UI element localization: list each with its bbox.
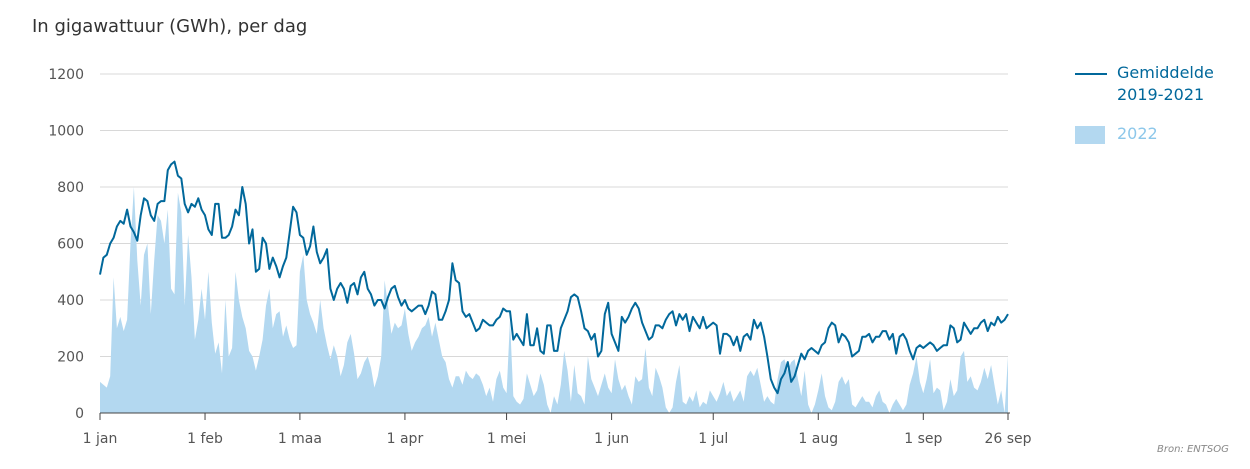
legend-label-average: Gemiddelde 2019-2021 xyxy=(1117,62,1214,106)
y-tick-label-1000: 1000 xyxy=(48,124,84,140)
series-average-line xyxy=(99,160,1009,395)
x-tick-label: 26 sep xyxy=(984,431,1031,447)
y-tick-label-0: 0 xyxy=(75,406,84,422)
legend-label-average-line2: 2019-2021 xyxy=(1117,85,1205,104)
legend-item-average: Gemiddelde 2019-2021 xyxy=(1075,62,1214,106)
legend-line-swatch xyxy=(1075,73,1107,75)
chart-subtitle: In gigawattuur (GWh), per dag xyxy=(32,16,308,37)
x-tick-label: 1 apr xyxy=(387,431,424,447)
area-2022-layer xyxy=(100,187,1008,413)
x-tick-label: 1 sep xyxy=(904,431,942,447)
y-tick-label-200: 200 xyxy=(57,350,84,366)
legend-item-2022: 2022 xyxy=(1075,124,1214,144)
y-tick-label-1200: 1200 xyxy=(48,67,84,83)
y-tick-label-400: 400 xyxy=(57,293,84,309)
x-tick-label: 1 jan xyxy=(83,431,118,447)
average-line-layer xyxy=(99,160,1009,395)
y-tick-label-800: 800 xyxy=(57,180,84,196)
x-tick-label: 1 aug xyxy=(798,431,838,447)
x-tick-label: 1 feb xyxy=(187,431,223,447)
axes: 0 200 400 600 800 1000 1200 1 jan 1 feb 1 maa 1 ap… xyxy=(48,67,1031,447)
legend-label-2022: 2022 xyxy=(1117,124,1158,143)
x-tick-label: 1 jun xyxy=(594,431,629,447)
legend: Gemiddelde 2019-2021 2022 xyxy=(1075,62,1214,144)
x-tick-label: 1 jul xyxy=(698,431,728,447)
grid-lines xyxy=(100,73,1008,357)
source-note: Bron: ENTSOG xyxy=(1157,444,1229,455)
legend-area-swatch xyxy=(1075,126,1105,144)
series-2022-area xyxy=(100,187,1008,413)
y-tick-label-600: 600 xyxy=(57,237,84,253)
x-tick-label: 1 mei xyxy=(487,431,527,447)
legend-label-average-line1: Gemiddelde xyxy=(1117,63,1214,82)
x-tick-label: 1 maa xyxy=(278,431,322,447)
